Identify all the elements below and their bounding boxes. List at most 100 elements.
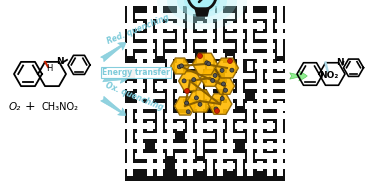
- Bar: [277, 6, 283, 26]
- Bar: [267, 41, 273, 51]
- Bar: [125, 83, 145, 89]
- Bar: [227, 121, 233, 131]
- Circle shape: [230, 68, 234, 72]
- Bar: [195, 43, 235, 49]
- Bar: [177, 76, 183, 106]
- Bar: [217, 156, 223, 176]
- Polygon shape: [174, 97, 196, 115]
- Bar: [135, 153, 165, 159]
- Bar: [277, 101, 283, 111]
- Bar: [255, 113, 285, 119]
- Bar: [137, 76, 143, 106]
- Bar: [255, 93, 285, 99]
- Bar: [167, 76, 173, 106]
- Circle shape: [182, 79, 186, 83]
- Polygon shape: [208, 94, 232, 114]
- Bar: [157, 121, 163, 131]
- Circle shape: [185, 101, 188, 105]
- Bar: [157, 81, 163, 91]
- Bar: [267, 76, 273, 106]
- Bar: [175, 163, 205, 169]
- Text: H: H: [46, 64, 52, 73]
- Bar: [247, 26, 253, 56]
- Bar: [177, 156, 183, 176]
- Bar: [255, 63, 285, 69]
- Bar: [245, 43, 275, 49]
- Circle shape: [194, 96, 198, 100]
- Bar: [127, 6, 133, 26]
- Bar: [177, 21, 183, 31]
- Bar: [177, 26, 183, 56]
- Bar: [245, 103, 285, 109]
- Bar: [237, 41, 243, 51]
- Bar: [187, 126, 193, 156]
- Bar: [147, 76, 153, 106]
- Bar: [197, 126, 203, 156]
- Bar: [147, 6, 153, 26]
- Bar: [127, 41, 133, 51]
- Bar: [137, 101, 143, 111]
- Bar: [245, 13, 275, 19]
- Text: CH₃NO₂: CH₃NO₂: [42, 102, 79, 112]
- Bar: [257, 161, 263, 171]
- Bar: [207, 41, 213, 51]
- Bar: [255, 153, 285, 159]
- Ellipse shape: [157, 0, 247, 30]
- Circle shape: [197, 53, 203, 59]
- Bar: [187, 81, 193, 91]
- Bar: [247, 101, 253, 111]
- Bar: [155, 83, 195, 89]
- Bar: [247, 126, 253, 156]
- Bar: [205, 153, 245, 159]
- Bar: [167, 21, 173, 31]
- Bar: [277, 156, 283, 176]
- Circle shape: [223, 88, 227, 92]
- Bar: [205, 53, 225, 59]
- Bar: [197, 21, 203, 31]
- Bar: [277, 26, 283, 56]
- Bar: [227, 126, 233, 156]
- Bar: [135, 73, 165, 79]
- Ellipse shape: [184, 0, 220, 13]
- Bar: [127, 106, 133, 126]
- Bar: [197, 56, 203, 76]
- Bar: [225, 73, 255, 79]
- Bar: [185, 33, 215, 39]
- Bar: [157, 141, 163, 151]
- Bar: [247, 156, 253, 176]
- Bar: [137, 126, 143, 156]
- Bar: [167, 101, 173, 111]
- Bar: [245, 83, 285, 89]
- Bar: [187, 156, 193, 176]
- Bar: [207, 56, 213, 76]
- Circle shape: [192, 78, 196, 82]
- Bar: [277, 106, 283, 126]
- Bar: [267, 26, 273, 56]
- Bar: [147, 156, 153, 176]
- Bar: [237, 56, 243, 76]
- Circle shape: [214, 108, 220, 114]
- Bar: [205, 83, 235, 89]
- Text: Ox. quenching: Ox. quenching: [104, 81, 164, 112]
- Polygon shape: [200, 70, 220, 86]
- Bar: [177, 81, 183, 91]
- Bar: [137, 141, 143, 151]
- Bar: [197, 101, 203, 111]
- Bar: [177, 161, 183, 171]
- Bar: [267, 121, 273, 131]
- Bar: [207, 156, 213, 176]
- Bar: [227, 56, 233, 76]
- Bar: [265, 73, 285, 79]
- Bar: [165, 53, 195, 59]
- Bar: [205, 113, 245, 119]
- Bar: [125, 43, 155, 49]
- Bar: [167, 141, 173, 151]
- Bar: [125, 103, 165, 109]
- Bar: [237, 6, 243, 26]
- Circle shape: [184, 88, 190, 94]
- Bar: [237, 161, 243, 171]
- Circle shape: [220, 68, 224, 72]
- Bar: [225, 23, 265, 29]
- Bar: [207, 6, 213, 26]
- Bar: [257, 61, 263, 71]
